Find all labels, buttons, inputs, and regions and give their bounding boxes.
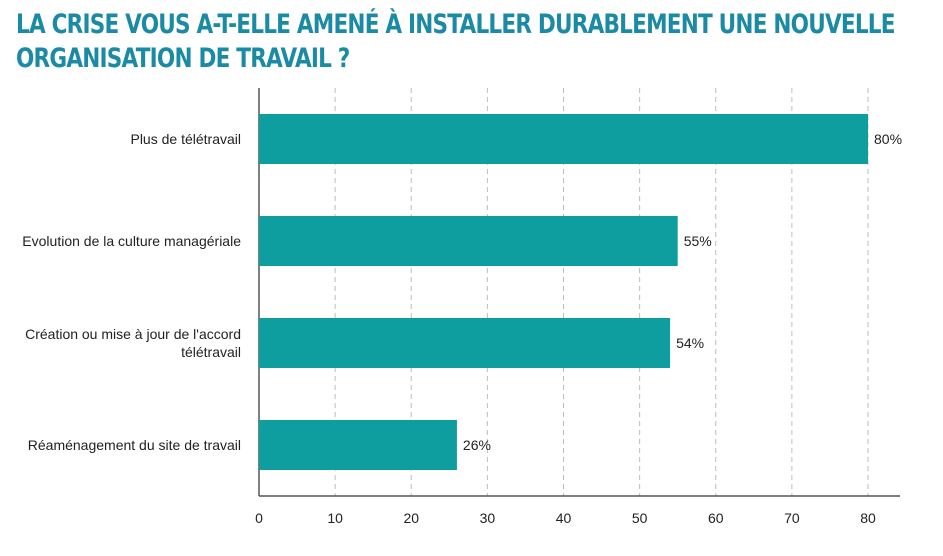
x-tick-label: 30 [480,510,496,526]
x-tick-label: 80 [860,510,876,526]
category-label: télétravail [181,344,241,360]
x-tick-label: 20 [403,510,419,526]
x-tick-label: 60 [708,510,724,526]
value-label: 80% [874,131,902,147]
value-label: 55% [684,233,712,249]
x-tick-label: 50 [632,510,648,526]
bar [259,114,868,164]
category-label: Evolution de la culture managériale [22,233,241,249]
bar [259,318,671,368]
category-label: Réaménagement du site de travail [28,437,241,453]
x-tick-label: 0 [255,510,263,526]
x-tick-label: 70 [784,510,800,526]
category-label: Plus de télétravail [130,131,241,147]
value-label: 54% [676,335,704,351]
bar [259,216,678,266]
chart-title-line-2: ORGANISATION DE TRAVAIL ? [16,43,350,74]
bar [259,420,457,470]
value-label: 26% [463,437,491,453]
category-label: Création ou mise à jour de l'accord [25,326,241,342]
x-tick-label: 10 [327,510,343,526]
x-tick-label: 40 [556,510,572,526]
